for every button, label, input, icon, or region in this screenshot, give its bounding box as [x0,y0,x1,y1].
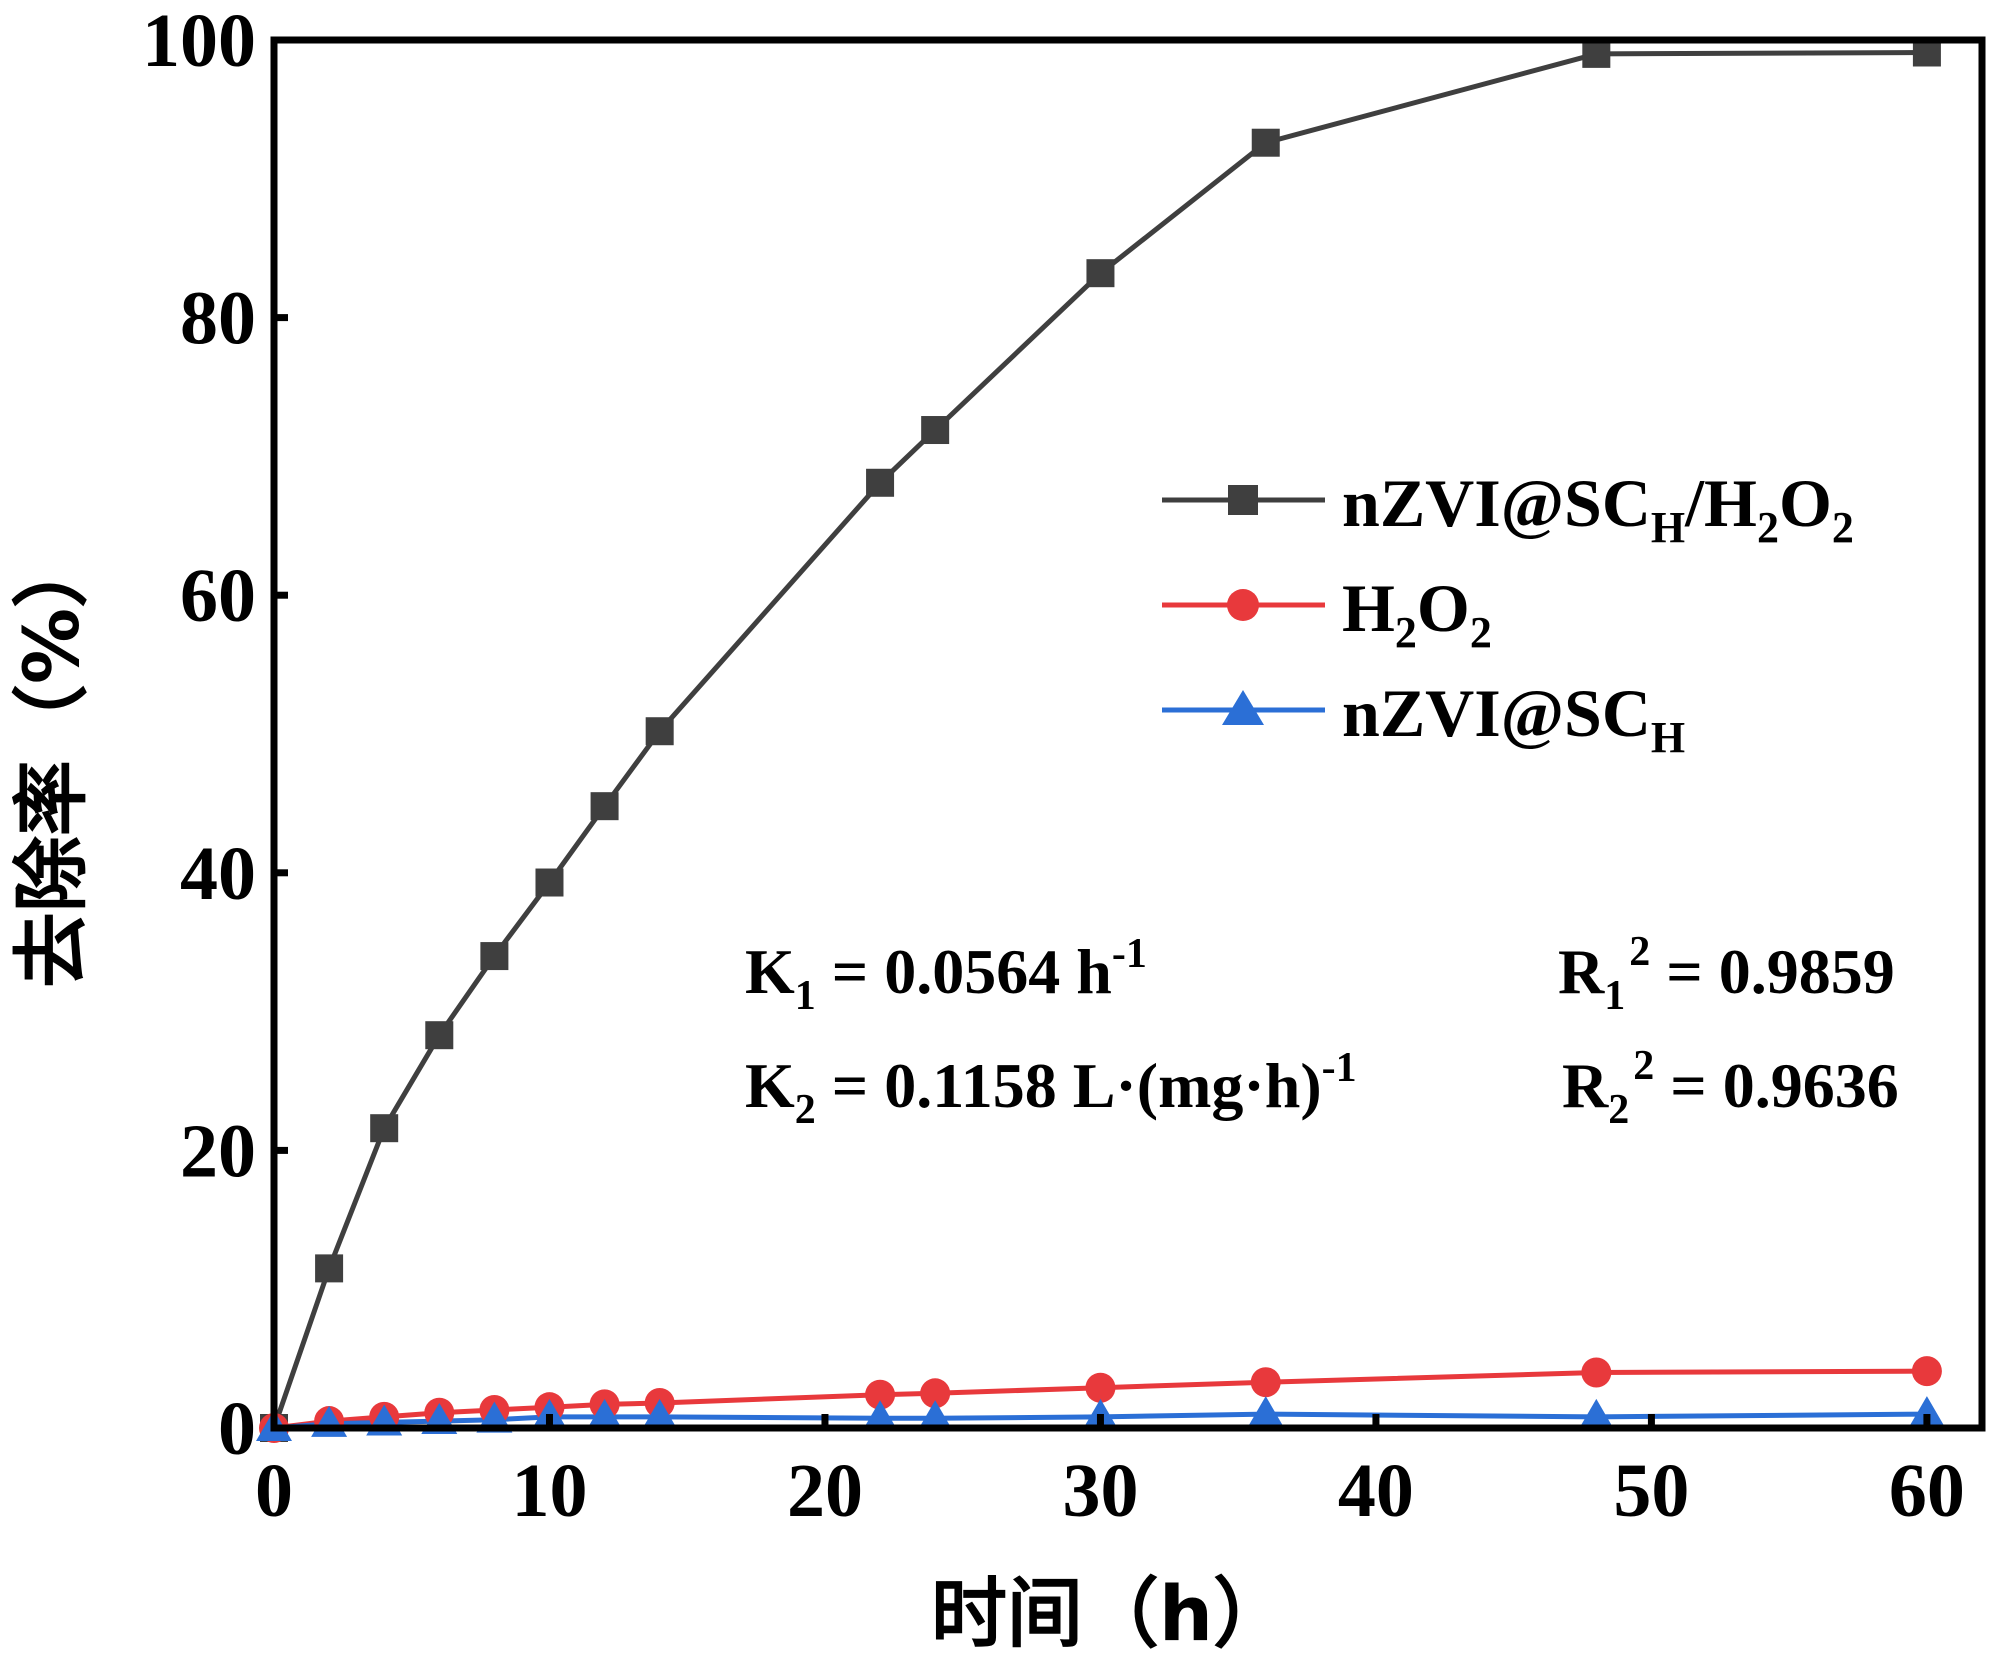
annotation-r2: R22 = 0.9636 [1562,1043,1899,1133]
series-0-point-11 [1251,128,1280,157]
annotation-r1: R12 = 0.9859 [1558,929,1895,1019]
x-tick-label-6: 60 [1889,1449,1965,1533]
series-2-point-9 [917,1400,954,1432]
x-tick-label-0: 0 [255,1449,293,1533]
y-tick-label-0: 0 [218,1387,256,1471]
series-0-point-1 [315,1254,344,1283]
x-axis-label: 时间（h） [931,1569,1289,1656]
series-1-point-10 [1085,1372,1116,1403]
legend-marker-square [1228,485,1258,515]
y-tick-label-5: 100 [142,0,256,83]
series-1-point-13 [1911,1356,1942,1387]
y-axis-label: 去除率（%） [7,532,96,988]
series-1-point-11 [1250,1367,1281,1398]
series-2-point-8 [862,1400,899,1432]
legend: nZVI@SCH/H2O2 H2O2 nZVI@SCH [1162,465,1854,762]
kinetics-annotations: K1 = 0.0564 h-1 K2 = 0.1158 L·(mg·h)-1 R… [745,929,1899,1133]
x-tick-label-4: 40 [1338,1449,1414,1533]
series-0-point-6 [590,792,619,821]
series-0-point-4 [480,942,509,971]
x-tick-label-5: 50 [1613,1449,1689,1533]
series-1-point-9 [920,1378,951,1409]
legend-entry-nzvi-sch-h2o2: nZVI@SCH/H2O2 [1162,465,1854,552]
series-0-point-10 [1086,259,1115,288]
series-2-point-12 [1578,1398,1615,1430]
series-2-point-7 [641,1398,678,1430]
y-tick-label-2: 40 [180,832,256,916]
series-0-point-2 [370,1114,399,1143]
annotation-k1: K1 = 0.0564 h-1 [745,931,1147,1019]
series-0-point-5 [535,868,564,897]
series-0-point-3 [425,1021,454,1050]
x-tick-label-1: 10 [511,1449,587,1533]
legend-label-nzvi-sch: nZVI@SCH [1342,675,1685,762]
series-2-point-11 [1247,1396,1284,1428]
series-line-0 [271,50,1927,1429]
series-2-point-6 [586,1398,623,1430]
y-tick-label-3: 60 [180,554,256,638]
series-2-point-13 [1908,1396,1945,1428]
x-tick-label-2: 20 [787,1449,863,1533]
legend-label-h2o2: H2O2 [1342,570,1492,657]
series-0-point-8 [866,468,895,497]
y-tick-label-4: 80 [180,277,256,361]
annotation-k2: K2 = 0.1158 L·(mg·h)-1 [745,1045,1357,1133]
legend-marker-triangle [1222,690,1264,725]
series-1-point-8 [865,1379,896,1410]
series-1-point-12 [1581,1357,1612,1388]
series-0-point-9 [921,416,950,445]
x-tick-label-3: 30 [1062,1449,1138,1533]
plot-frame [270,36,1986,1432]
series-0-point-7 [645,717,674,746]
legend-label-nzvi-sch-h2o2: nZVI@SCH/H2O2 [1342,465,1854,552]
legend-entry-h2o2: H2O2 [1162,570,1492,657]
legend-entry-nzvi-sch: nZVI@SCH [1162,675,1685,762]
y-tick-label-1: 20 [180,1109,256,1193]
legend-marker-circle [1227,589,1259,621]
series-0-point-12 [1582,39,1611,68]
